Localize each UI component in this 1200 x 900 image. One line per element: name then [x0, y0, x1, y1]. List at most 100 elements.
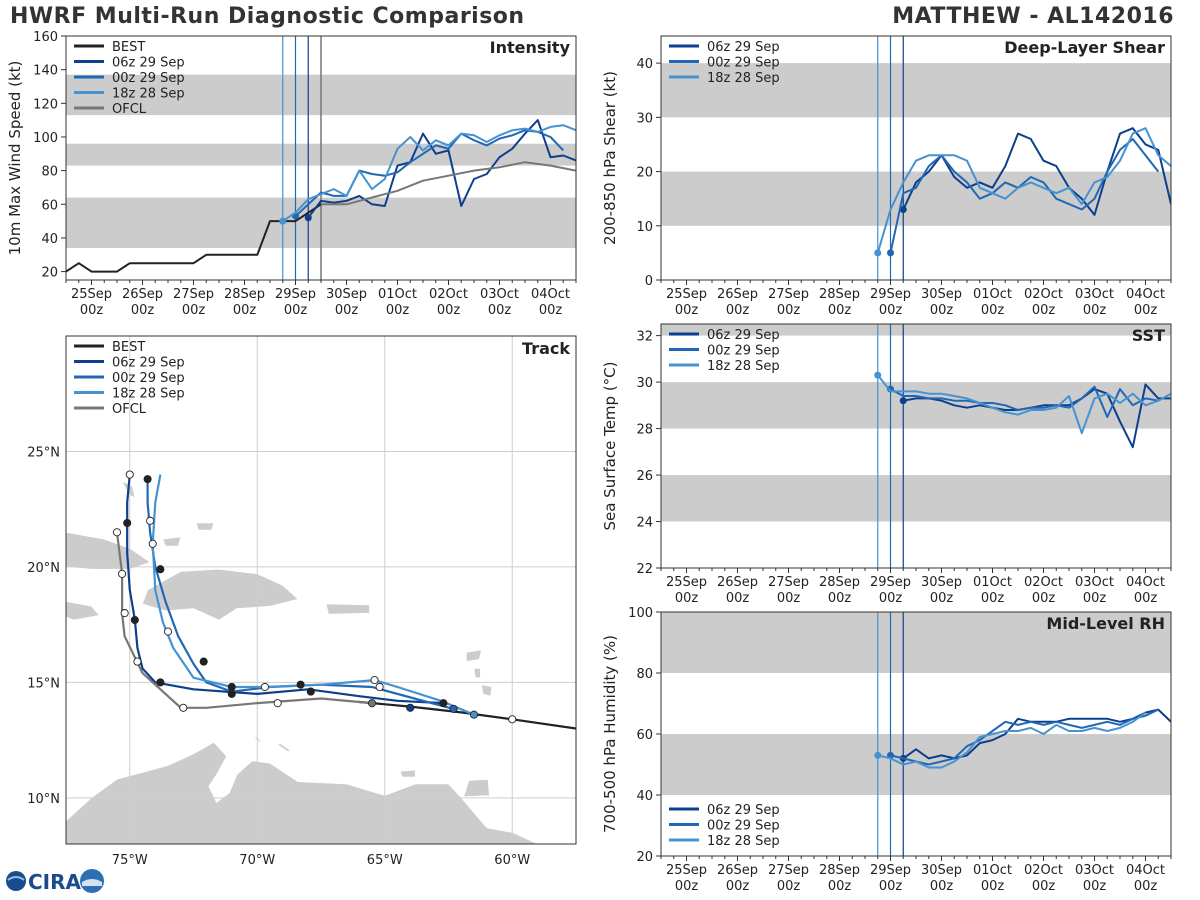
intensity-legend-label: 00z 29 Sep [112, 71, 185, 86]
rh-y-tick-label: 40 [636, 789, 653, 804]
intensity-x-tick-label: 00z [488, 303, 512, 318]
track-position-marker [125, 470, 134, 479]
track-lat-label: 20°N [27, 561, 60, 576]
sst-x-tick-label: 00z [1032, 591, 1056, 606]
shear-legend-label: 18z 28 Sep [707, 71, 780, 86]
rh-title: Mid-Level RH [1046, 614, 1165, 633]
track-legend-label: OFCL [112, 402, 147, 417]
sst-y-axis-label: Sea Surface Temp (°C) [601, 361, 619, 530]
sst-x-tick-label: 00z [828, 591, 852, 606]
rh-x-tick-label: 26Sep [717, 863, 758, 878]
sst-x-tick-label: 00z [1083, 591, 1107, 606]
intensity-x-tick-label: 02Oct [429, 287, 468, 302]
shear-x-tick-label: 00z [930, 303, 954, 318]
intensity-x-tick-label: 28Sep [224, 287, 265, 302]
track-position-marker [199, 657, 208, 666]
track-position-marker [370, 676, 379, 685]
sst-title: SST [1132, 326, 1165, 345]
shear-series-marker [887, 249, 894, 257]
cira-logo-globe-icon [6, 871, 26, 891]
sst-x-tick-label: 00z [981, 591, 1005, 606]
shear-shading-band [661, 171, 1171, 226]
cira-logo: CIRA [4, 866, 108, 896]
shear-series-line [889, 138, 1160, 254]
shear-x-tick-label: 02Oct [1024, 287, 1063, 302]
land-cuba [66, 531, 151, 570]
track-frame [65, 335, 577, 845]
rh-x-tick-label: 28Sep [819, 863, 860, 878]
cira-logo-text: CIRA [28, 870, 82, 894]
sst-legend-label: 00z 29 Sep [707, 344, 780, 359]
track-lon-label: 75°W [112, 853, 148, 868]
rh-x-tick-label: 04Oct [1126, 863, 1165, 878]
intensity-x-tick-label: 00z [233, 303, 257, 318]
shear-series-line [902, 127, 1171, 216]
sst-shading-band [661, 382, 1171, 429]
land-dominica [473, 668, 481, 679]
shear-x-tick-label: 00z [1083, 303, 1107, 318]
intensity-x-tick-label: 29Sep [275, 287, 316, 302]
rh-y-tick-label: 80 [636, 667, 653, 682]
land-puerto-rico [325, 603, 370, 615]
rh-shading-band [661, 734, 1171, 795]
land-curacao [276, 743, 292, 752]
sst-y-tick-label: 32 [636, 330, 653, 345]
rh-y-tick-label: 20 [636, 850, 653, 865]
track-position-marker [508, 715, 517, 724]
sst-plot-area [661, 324, 1171, 568]
intensity-series-marker [304, 214, 312, 222]
intensity-x-tick-label: 00z [539, 303, 563, 318]
intensity-series-marker [279, 217, 287, 225]
sst-x-tick-label: 03Oct [1075, 575, 1114, 590]
intensity-x-tick-label: 00z [335, 303, 359, 318]
track-position-marker [156, 565, 165, 574]
rh-series-line [902, 708, 1171, 760]
sst-y-tick-label: 24 [636, 516, 653, 531]
track-position-marker [143, 475, 152, 484]
track-lon-label: 65°W [367, 853, 403, 868]
track-position-marker [112, 528, 122, 537]
shear-legend-label: 00z 29 Sep [707, 56, 780, 71]
sst-x-tick-label: 02Oct [1024, 575, 1063, 590]
land-aruba [254, 736, 262, 743]
rh-x-tick-label: 00z [726, 879, 750, 894]
track-position-marker [130, 615, 139, 625]
intensity-y-tick-label: 160 [33, 30, 58, 45]
track-position-marker [439, 699, 448, 708]
intensity-y-tick-label: 20 [41, 266, 58, 281]
sst-x-tick-label: 00z [777, 591, 801, 606]
sst-x-tick-label: 00z [930, 591, 954, 606]
track-position-marker [367, 699, 377, 708]
track-position-marker [227, 682, 236, 692]
sst-x-tick-label: 30Sep [921, 575, 962, 590]
intensity-x-tick-label: 30Sep [326, 287, 367, 302]
sst-shading-band [661, 324, 1171, 336]
intensity-x-tick-label: 25Sep [71, 287, 112, 302]
sst-x-tick-label: 29Sep [870, 575, 911, 590]
shear-shading-band [661, 63, 1171, 118]
sst-legend-label: 06z 29 Sep [707, 328, 780, 343]
shear-x-tick-label: 04Oct [1126, 287, 1165, 302]
rh-x-tick-label: 03Oct [1075, 863, 1114, 878]
shear-x-tick-label: 00z [675, 303, 699, 318]
land-guadeloupe [466, 649, 483, 662]
rh-x-tick-label: 00z [675, 879, 699, 894]
rh-x-tick-label: 00z [777, 879, 801, 894]
rh-series-marker [874, 751, 882, 759]
rh-x-tick-label: 29Sep [870, 863, 911, 878]
land-andros [66, 467, 67, 471]
rh-legend-label: 18z 28 Sep [707, 834, 780, 849]
intensity-y-axis-label: 10m Max Wind Speed (kt) [6, 61, 24, 256]
track-series-line [115, 532, 373, 709]
rh-x-tick-label: 00z [1134, 879, 1158, 894]
sst-series-marker [887, 385, 894, 393]
track-position-marker [406, 703, 415, 712]
intensity-series-line [282, 124, 576, 222]
intensity-legend-label: BEST [112, 40, 145, 55]
land-long-island [121, 480, 136, 499]
intensity-series-line [307, 119, 576, 219]
sst-y-tick-label: 26 [636, 469, 653, 484]
rh-shading-band [661, 612, 1171, 673]
track-position-marker [260, 682, 269, 692]
track-lon-label: 60°W [494, 853, 530, 868]
